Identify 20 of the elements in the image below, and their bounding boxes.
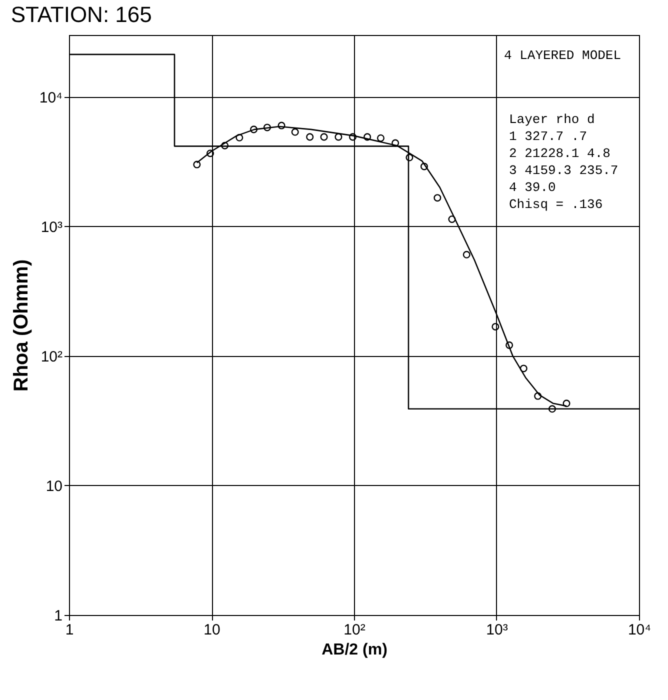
annotation: Chisq = .136 (509, 197, 603, 212)
y-tick-label: 10² (40, 348, 62, 366)
x-tick-label: 10² (344, 622, 366, 638)
chart-title: STATION: 165 (10, 2, 152, 27)
x-tick-label: 10³ (486, 622, 508, 638)
annotation: 4 LAYERED MODEL (504, 48, 622, 63)
annotation: 4 39.0 (509, 180, 556, 195)
annotation: 1 327.7 .7 (509, 129, 588, 144)
x-axis-title: AB/2 (m) (322, 642, 388, 658)
y-tick-label: 10⁴ (39, 89, 62, 106)
y-tick-label: 1 (54, 608, 62, 624)
y-tick-label: 10 (46, 478, 62, 495)
annotation: Layer rho d (509, 112, 595, 127)
annotation: 3 4159.3 235.7 (509, 163, 618, 178)
y-axis-title: Rhoa (Ohmm) (10, 259, 32, 392)
x-tick-label: 10⁴ (628, 622, 652, 638)
annotation: 2 21228.1 4.8 (509, 146, 610, 161)
x-tick-label: 1 (65, 622, 74, 638)
x-tick-label: 10 (204, 622, 220, 638)
y-tick-label: 10³ (40, 218, 62, 236)
